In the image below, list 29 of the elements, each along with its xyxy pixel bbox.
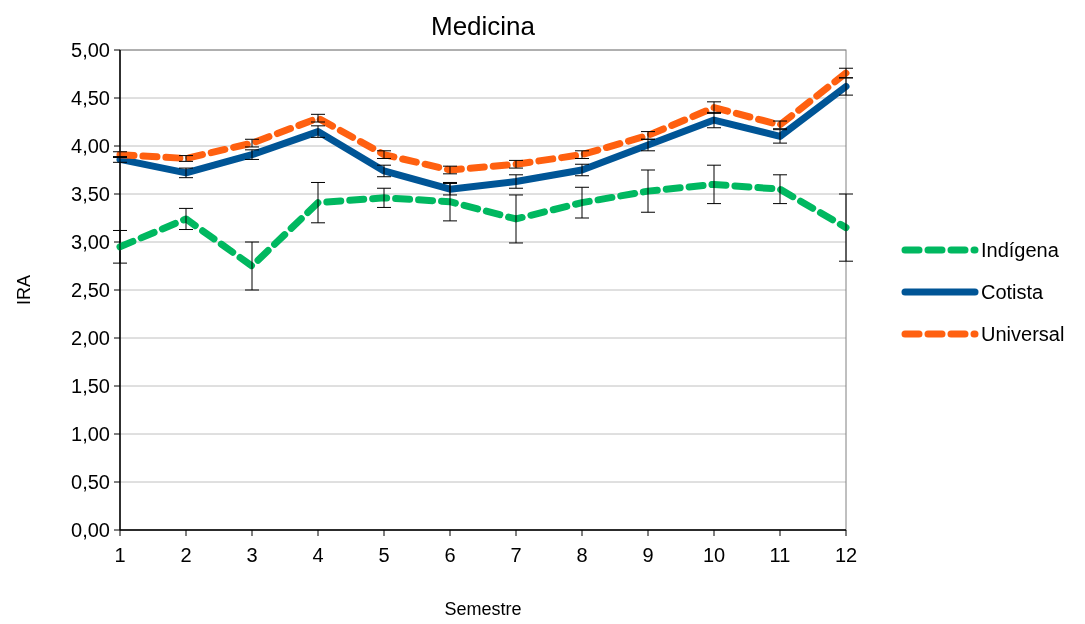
y-tick-label: 2,00 <box>71 327 110 349</box>
x-tick-label: 8 <box>576 544 588 566</box>
y-tick-label: 4,50 <box>71 87 110 109</box>
x-tick-label: 5 <box>378 544 390 566</box>
y-tick-label: 3,50 <box>71 183 110 205</box>
y-tick-label: 0,00 <box>71 519 110 541</box>
y-tick-label: 2,50 <box>71 279 110 301</box>
x-tick-label: 10 <box>702 544 726 566</box>
x-tick-label: 2 <box>180 544 192 566</box>
y-tick-label: 1,00 <box>71 423 110 445</box>
legend-label: Indígena <box>981 239 1060 261</box>
y-tick-label: 5,00 <box>71 39 110 61</box>
x-axis-title: Semestre <box>444 599 522 619</box>
x-tick-label: 3 <box>246 544 258 566</box>
y-tick-label: 4,00 <box>71 135 110 157</box>
chart-title: Medicina <box>430 11 536 41</box>
legend-label: Universal <box>981 323 1065 345</box>
legend-label: Cotista <box>981 281 1045 303</box>
x-tick-label: 11 <box>769 544 791 566</box>
x-tick-label: 12 <box>834 544 858 566</box>
y-axis-title: IRA <box>14 274 34 306</box>
x-tick-label: 4 <box>312 544 324 566</box>
y-tick-label: 1,50 <box>71 375 110 397</box>
x-tick-label: 7 <box>510 544 522 566</box>
x-tick-label: 1 <box>114 544 126 566</box>
y-tick-label: 3,00 <box>71 231 110 253</box>
y-tick-label: 0,50 <box>71 471 110 493</box>
x-tick-label: 6 <box>444 544 456 566</box>
x-tick-label: 9 <box>642 544 654 566</box>
